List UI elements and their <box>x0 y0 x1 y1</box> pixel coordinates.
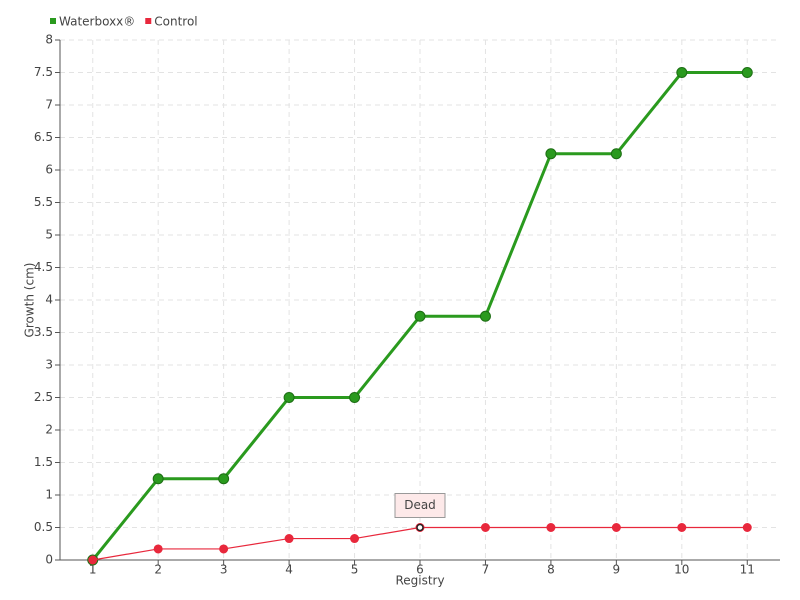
data-point <box>480 523 490 532</box>
data-point <box>88 555 98 565</box>
data-point <box>152 473 164 485</box>
y-tick-label: 2 <box>45 423 53 437</box>
data-point <box>414 310 426 322</box>
x-tick-label: 3 <box>220 563 228 577</box>
annotation-marker <box>416 523 424 532</box>
data-point <box>611 523 621 532</box>
y-tick-label: 5 <box>45 228 53 242</box>
y-tick-label: 4 <box>45 293 53 307</box>
annotation-box <box>394 493 446 518</box>
data-point <box>677 523 687 532</box>
data-point <box>479 310 491 322</box>
x-tick-label: 1 <box>89 563 97 577</box>
y-tick-label: 0 <box>45 553 53 567</box>
y-tick-label: 3.5 <box>34 325 53 339</box>
x-tick-label: 10 <box>674 563 689 577</box>
data-point <box>284 534 294 544</box>
x-tick-label: 4 <box>285 563 293 577</box>
data-point <box>676 67 688 78</box>
data-point <box>153 544 163 554</box>
y-tick-label: 4.5 <box>34 260 53 274</box>
x-tick-label: 11 <box>740 563 755 577</box>
data-point <box>283 392 295 403</box>
y-tick-label: 6.5 <box>34 130 53 144</box>
y-tick-label: 0.5 <box>34 520 53 534</box>
y-tick-label: 5.5 <box>34 195 53 209</box>
legend-label: Control <box>154 15 197 29</box>
x-tick-label: 2 <box>154 563 162 577</box>
data-point <box>545 148 557 160</box>
x-tick-label: 5 <box>351 563 359 577</box>
y-tick-label: 6 <box>45 163 53 177</box>
data-point <box>349 392 361 403</box>
data-point <box>350 534 360 544</box>
data-point <box>742 523 752 532</box>
x-tick-label: 8 <box>547 563 555 577</box>
y-tick-label: 8 <box>45 33 53 47</box>
y-axis-label: Growth (cm) <box>23 263 37 338</box>
x-tick-label: 7 <box>482 563 490 577</box>
legend-swatch <box>145 18 152 24</box>
y-tick-label: 3 <box>45 358 53 372</box>
y-tick-label: 7.5 <box>34 65 53 79</box>
annotation-text: Dead <box>404 498 436 512</box>
legend-label: Waterboxx® <box>59 15 135 29</box>
legend-swatch <box>50 18 56 24</box>
y-tick-label: 7 <box>45 98 53 112</box>
data-point <box>741 67 753 78</box>
y-tick-label: 2.5 <box>34 390 53 404</box>
x-axis-label: Registry <box>395 574 444 588</box>
x-tick-label: 6 <box>416 563 424 577</box>
y-tick-label: 1 <box>45 488 53 502</box>
x-tick-label: 9 <box>613 563 621 577</box>
data-point <box>218 473 230 485</box>
data-point <box>546 523 556 532</box>
data-point <box>219 544 229 554</box>
y-tick-label: 1.5 <box>34 455 53 469</box>
data-point <box>610 148 622 160</box>
